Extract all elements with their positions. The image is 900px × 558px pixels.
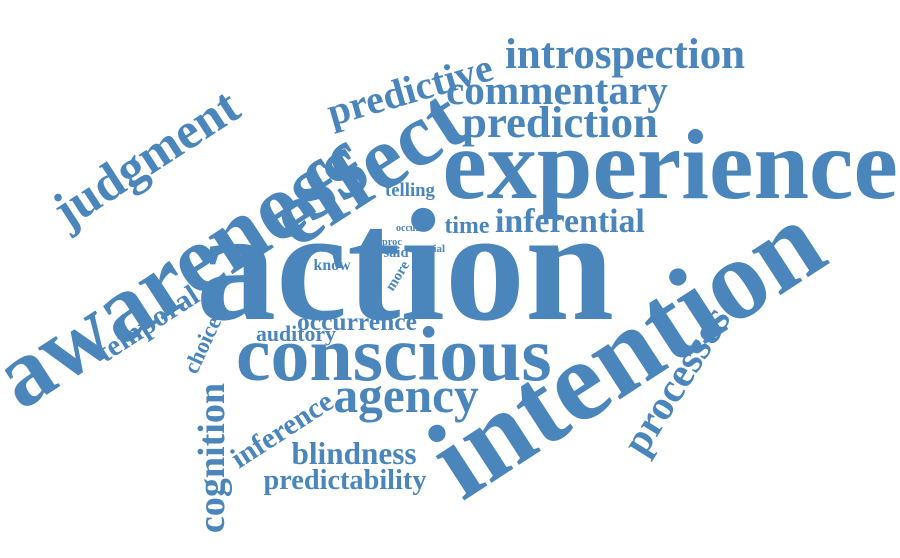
word-inferential: inferential [495, 203, 645, 240]
word-occur: occur [396, 223, 420, 234]
word-auditory: auditory [256, 322, 336, 346]
word-action: action [196, 176, 615, 354]
word-trial: trial [425, 242, 446, 255]
word-said: said [383, 244, 409, 261]
word-proc: proc [382, 237, 402, 248]
word-occurrence: occurrence [297, 307, 417, 336]
word-introspection: introspection [505, 30, 746, 78]
word-telling: telling [385, 179, 435, 201]
word-blindness: blindness [291, 435, 417, 471]
word-experience: experience [442, 109, 898, 220]
word-conscious: conscious [236, 311, 552, 397]
word-predictability: predictability [263, 465, 427, 496]
word-agency: agency [333, 367, 479, 423]
word-cognition: cognition [191, 382, 234, 534]
word-prediction: prediction [462, 96, 658, 147]
word-commentary: commentary [446, 66, 668, 113]
word-know: know [313, 257, 351, 274]
word-time: time [444, 213, 490, 239]
